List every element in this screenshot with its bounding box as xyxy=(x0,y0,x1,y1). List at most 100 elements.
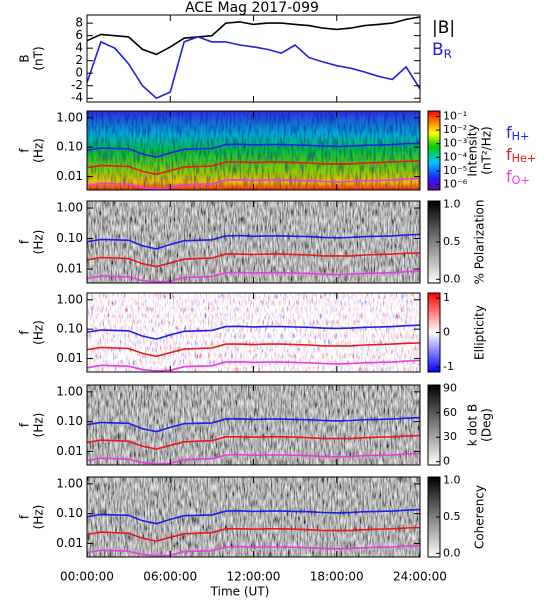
y-axis-label: f xyxy=(18,514,32,519)
legend-label: fO+ xyxy=(506,167,530,188)
legend-sub: R xyxy=(444,47,452,61)
series-line xyxy=(87,434,420,450)
series-line xyxy=(87,544,420,557)
colorbar-tick-label: 10⁻⁶ xyxy=(443,178,468,191)
y-axis-label: f xyxy=(18,422,32,427)
plot-frame xyxy=(86,14,421,103)
y-tick-label: 0.01 xyxy=(56,444,83,458)
colorbar-tick-label: 0.0 xyxy=(443,546,461,559)
y-tick-label: 0.10 xyxy=(56,322,83,336)
series-line xyxy=(87,359,420,372)
legend-sub: O+ xyxy=(512,174,530,187)
y-axis-label: f xyxy=(18,330,32,335)
y-tick-label: 0.01 xyxy=(56,169,83,183)
y-axis-label: (Hz) xyxy=(32,320,46,345)
colorbar-tick-label: 60 xyxy=(443,406,457,419)
legend-label: fHe+ xyxy=(506,145,536,166)
y-tick-label: 0.01 xyxy=(56,536,83,550)
y-tick-label: 0.10 xyxy=(56,506,83,520)
legend-label: |B| xyxy=(432,18,455,38)
y-tick-label: 6 xyxy=(75,28,83,42)
legend-label: BR xyxy=(432,40,452,61)
series-line xyxy=(87,526,420,542)
series-line xyxy=(87,16,420,56)
spectrogram-texture xyxy=(87,293,420,372)
y-tick-label: 1.00 xyxy=(56,110,83,124)
x-tick-label: 00:00:00 xyxy=(60,570,114,584)
colorbar xyxy=(427,110,441,191)
series-line xyxy=(87,160,420,176)
colorbar xyxy=(427,384,441,466)
colorbar-label: (nT²/Hz) xyxy=(480,126,494,174)
series-line xyxy=(87,177,420,190)
y-axis-label: (Hz) xyxy=(32,505,46,530)
colorbar-tick-label: 1 xyxy=(443,291,450,304)
colorbar-tick-label: 30 xyxy=(443,430,457,443)
y-tick-label: 4 xyxy=(75,41,83,55)
y-tick-label: 0 xyxy=(75,66,83,80)
y-tick-label: 0.01 xyxy=(56,262,83,276)
colorbar-tick-label: 10⁻¹ xyxy=(443,109,467,122)
colorbar-label: Intensity xyxy=(466,124,480,176)
colorbar-tick-label: 1.0 xyxy=(443,474,461,487)
chart-title: ACE Mag 2017-099 xyxy=(185,0,319,16)
spectrogram-texture xyxy=(87,111,420,190)
y-tick-label: -2 xyxy=(71,78,83,92)
series-line xyxy=(87,342,420,358)
y-tick-label: 8 xyxy=(75,16,83,30)
colorbar-tick-label: 0 xyxy=(443,455,450,468)
y-tick-label: 0.10 xyxy=(56,140,83,154)
y-tick-label: 0.10 xyxy=(56,231,83,245)
colorbar-tick-label: 0.5 xyxy=(443,235,461,248)
colorbar-tick-label: 90 xyxy=(443,381,457,394)
series-line xyxy=(87,452,420,465)
series-line xyxy=(87,324,420,340)
colorbar-tick-label: 10⁻³ xyxy=(443,137,467,150)
y-tick-label: 1.00 xyxy=(56,201,83,215)
y-axis-label: (Hz) xyxy=(32,230,46,255)
colorbar-label: k dot B xyxy=(466,404,480,446)
legend-sub: He+ xyxy=(512,152,537,165)
series-line xyxy=(87,142,420,158)
y-axis-label: B xyxy=(18,54,32,62)
colorbar-tick-label: 0.5 xyxy=(443,510,461,523)
legend-name: f xyxy=(506,123,512,142)
series-line xyxy=(87,270,420,283)
colorbar-label: (Deg) xyxy=(480,408,494,442)
series-line xyxy=(87,416,420,433)
series-line xyxy=(87,233,420,250)
y-axis-label: (nT) xyxy=(32,46,46,70)
colorbar-tick-label: -1 xyxy=(443,360,454,373)
x-tick-label: 12:00:00 xyxy=(227,570,281,584)
colorbar-tick-label: 10⁻² xyxy=(443,123,467,136)
legend-name: f xyxy=(506,145,512,164)
colorbar-tick-label: 10⁻⁴ xyxy=(443,150,468,163)
x-tick-label: 18:00:00 xyxy=(310,570,364,584)
colorbar-label: Coherency xyxy=(473,485,487,549)
colorbar-tick-label: 0 xyxy=(443,326,450,339)
x-tick-label: 06:00:00 xyxy=(143,570,197,584)
series-line xyxy=(87,36,420,100)
colorbar-tick-label: 1.0 xyxy=(443,198,461,211)
series-line xyxy=(87,252,420,268)
y-axis-label: (Hz) xyxy=(32,413,46,438)
legend-name: |B| xyxy=(432,18,455,38)
y-axis-label: (Hz) xyxy=(32,138,46,163)
x-axis-label: Time (UT) xyxy=(210,585,270,599)
legend-label: fH+ xyxy=(506,123,529,144)
y-tick-label: 1.00 xyxy=(56,476,83,490)
x-tick-label: 24:00:00 xyxy=(393,570,447,584)
y-tick-label: 0.10 xyxy=(56,414,83,428)
series-line xyxy=(87,508,420,525)
y-axis-label: f xyxy=(18,148,32,153)
y-axis-label: f xyxy=(18,239,32,244)
legend-name: B xyxy=(432,40,444,60)
y-tick-label: 1.00 xyxy=(56,384,83,398)
y-tick-label: 0.01 xyxy=(56,351,83,365)
colorbar-tick-label: 0.0 xyxy=(443,272,461,285)
colorbar-tick-label: 10⁻⁵ xyxy=(443,164,467,177)
spectrogram-bg xyxy=(87,477,420,557)
legend-sub: H+ xyxy=(512,130,530,143)
colorbar-label: Ellipticity xyxy=(473,305,487,360)
